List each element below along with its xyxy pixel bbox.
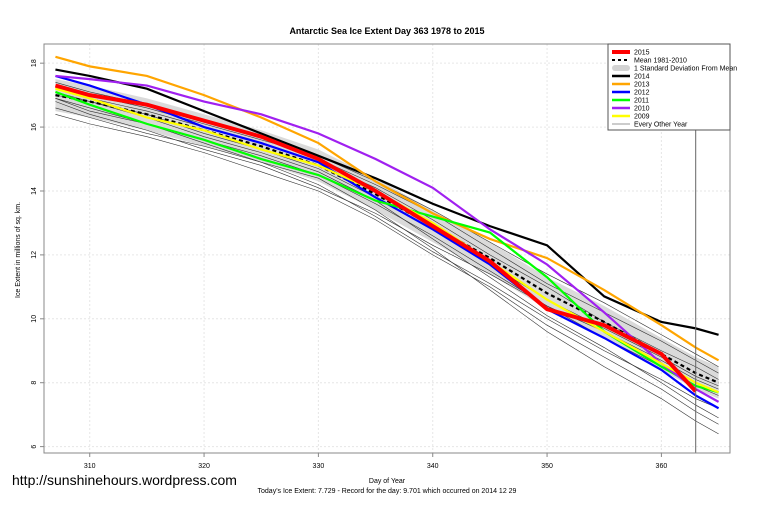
x-tick-label: 350 [541, 463, 553, 470]
series-2014 [55, 68, 719, 336]
y-tick-label: 16 [31, 123, 38, 131]
watermark-url: http://sunshinehours.wordpress.com [12, 472, 237, 488]
other-year-line [55, 88, 719, 380]
legend-label: 2012 [634, 90, 650, 97]
series-2015 [54, 83, 698, 393]
x-tick-label: 320 [198, 463, 210, 470]
x-tick-label: 360 [656, 463, 668, 470]
legend-label: 1 Standard Deviation From Mean [634, 66, 737, 73]
legend-label: 2013 [634, 82, 650, 89]
axis-ticks: 310 320 330 340 350 360 6 8 10 12 14 16 18 [31, 59, 667, 470]
other-years [55, 82, 719, 435]
legend-label: 2010 [634, 106, 650, 113]
legend-swatch [612, 65, 630, 71]
x-tick-label: 330 [313, 463, 325, 470]
chart-title: Antarctic Sea Ice Extent Day 363 1978 to… [289, 26, 484, 36]
series-2013 [55, 55, 720, 362]
other-year-line [55, 98, 719, 396]
other-year-line [55, 85, 719, 367]
x-axis-label: Day of Year [369, 478, 406, 485]
legend-label: 2009 [634, 114, 650, 121]
y-tick-label: 8 [31, 381, 38, 385]
legend-label: Every Other Year [634, 122, 688, 129]
y-axis-label: Ice Extent in millions of sq. km. [15, 202, 22, 298]
legend-label: 2011 [634, 98, 649, 105]
y-tick-label: 6 [31, 445, 38, 449]
other-year-line [55, 94, 719, 419]
other-year-line [55, 98, 719, 409]
series-2010 [55, 74, 720, 403]
y-tick-label: 10 [31, 315, 38, 323]
legend-label: Mean 1981-2010 [634, 58, 687, 65]
x-tick-label: 310 [84, 463, 96, 470]
series-lines [54, 55, 720, 410]
std-band [55, 79, 719, 399]
y-tick-label: 14 [31, 187, 38, 195]
y-tick-label: 12 [31, 251, 38, 259]
legend-label: 2014 [634, 74, 650, 81]
y-tick-label: 18 [31, 59, 38, 67]
std-deviation-band [55, 79, 719, 399]
other-year-line [55, 114, 719, 425]
subtitle: Today's Ice Extent: 7.729 - Record for t… [258, 488, 517, 495]
plot-frame [43, 43, 731, 454]
x-tick-label: 340 [427, 463, 439, 470]
legend-label: 2015 [634, 50, 650, 57]
other-year-line [55, 107, 719, 435]
